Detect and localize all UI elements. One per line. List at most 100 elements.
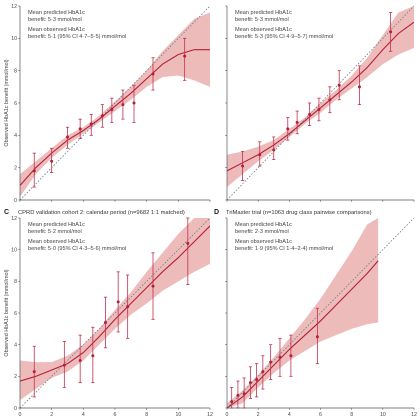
data-point-b-1 (258, 153, 262, 157)
x-tick-label-d-5: 10 (380, 412, 386, 418)
data-point-a-0 (32, 169, 36, 173)
y-tick-label-a-1: 2 (14, 165, 17, 171)
panel-label-d: D (214, 209, 219, 216)
fitted-curve-b (227, 21, 414, 172)
y-axis-label-top: Observed HbA1c benefit (mmol/mol) (4, 59, 10, 146)
y-tick-label-c-5: 10 (11, 247, 17, 253)
confidence-band-c (20, 218, 210, 401)
x-tick-label-c-0: 0 (19, 412, 22, 418)
panel-label-c: C (4, 209, 9, 216)
data-point-b-3 (286, 127, 290, 131)
data-point-b-2 (272, 148, 276, 152)
y-tick-label-c-4: 8 (14, 279, 17, 285)
data-point-d-8 (289, 354, 293, 358)
data-point-c-1 (62, 363, 66, 367)
data-point-c-0 (32, 370, 36, 374)
data-point-b-8 (337, 83, 341, 87)
reference-line-b (226, 5, 415, 201)
x-tick-label-c-6: 12 (207, 412, 213, 418)
y-tick-label-a-6: 12 (11, 4, 17, 10)
data-point-b-4 (295, 120, 299, 124)
confidence-band-a (20, 12, 210, 197)
data-point-c-8 (186, 241, 190, 245)
annotation-c-1: benefit: 5·2 mmol/mol (28, 229, 82, 235)
x-tick-label-d-0: 0 (226, 412, 229, 418)
y-tick-label-a-0: 0 (14, 198, 17, 204)
data-point-b-0 (241, 164, 245, 168)
annotation-d-1: benefit: 2·3 mmol/mol (235, 229, 289, 235)
annotation-a-2: Mean observed HbA1c (28, 27, 85, 33)
data-point-d-7 (278, 355, 282, 359)
data-point-b-7 (328, 98, 332, 102)
y-tick-label-c-1: 2 (14, 374, 17, 380)
data-point-d-2 (242, 392, 246, 396)
x-tick-label-c-1: 2 (50, 412, 53, 418)
data-point-a-1 (50, 159, 54, 163)
y-tick-label-c-0: 0 (14, 406, 17, 412)
annotation-d-3: benefit: 1·9 (95% CI 1·4–2·4) mmol/mol (235, 246, 333, 252)
data-point-a-3 (78, 127, 82, 131)
data-point-a-9 (151, 72, 155, 76)
y-tick-label-a-4: 8 (14, 68, 17, 74)
data-point-b-5 (308, 112, 312, 116)
y-tick-label-c-3: 6 (14, 311, 17, 317)
data-point-d-0 (230, 400, 234, 404)
panel-title-d: TriMaster trial (n=1063 drug class pairw… (226, 210, 372, 216)
x-tick-label-c-2: 4 (82, 412, 85, 418)
data-point-d-1 (236, 393, 240, 397)
confidence-band-d (227, 218, 379, 408)
annotation-c-3: benefit: 5·0 (95% CI 4·3–5·6) mmol/mol (28, 246, 126, 252)
x-tick-label-d-2: 4 (288, 412, 291, 418)
fitted-curve-c (20, 225, 210, 382)
data-point-c-7 (151, 284, 155, 288)
x-tick-label-c-4: 8 (145, 412, 148, 418)
annotation-b-1: benefit: 5·3 mmol/mol (235, 17, 289, 23)
annotation-c-0: Mean predicted HbA1c (28, 222, 85, 228)
annotation-b-0: Mean predicted HbA1c (235, 10, 292, 16)
reference-line-d (226, 217, 415, 409)
panel-title-c: CPRD validation cohort 2: calendar perio… (18, 210, 185, 216)
fitted-curve-d (227, 260, 379, 408)
data-point-a-8 (132, 101, 136, 105)
data-point-a-2 (66, 135, 69, 139)
data-point-b-6 (317, 107, 321, 111)
y-tick-label-a-3: 6 (14, 101, 17, 107)
data-point-c-6 (126, 305, 130, 309)
data-point-d-6 (269, 360, 273, 364)
x-tick-label-c-3: 6 (114, 412, 117, 418)
x-tick-label-c-5: 10 (175, 412, 181, 418)
y-axis-label-bottom: Observed HbA1c benefit (mmol/mol) (4, 269, 10, 356)
x-tick-label-d-1: 2 (257, 412, 260, 418)
annotation-a-3: benefit: 5·1 (95% CI 4·7–5·5) mmol/mol (28, 34, 126, 40)
annotation-d-2: Mean observed HbA1c (235, 239, 292, 245)
data-point-c-4 (104, 321, 107, 324)
annotation-c-2: Mean observed HbA1c (28, 239, 85, 245)
panel-d: D TriMaster trial (n=1063 drug class pai… (214, 209, 417, 418)
data-point-d-9 (315, 335, 319, 339)
data-point-a-10 (183, 54, 187, 58)
data-point-d-4 (255, 378, 259, 381)
data-point-a-5 (100, 114, 104, 118)
data-point-a-7 (121, 103, 125, 107)
y-tick-label-c-2: 4 (14, 342, 17, 348)
annotation-a-0: Mean predicted HbA1c (28, 10, 85, 16)
x-tick-label-d-4: 8 (350, 412, 353, 418)
y-tick-label-a-2: 4 (14, 133, 17, 139)
data-point-b-10 (389, 30, 393, 34)
data-point-a-6 (110, 107, 114, 111)
data-point-c-5 (116, 300, 120, 304)
data-point-c-3 (91, 354, 95, 358)
annotation-a-1: benefit: 5·3 mmol/mol (28, 17, 82, 23)
x-tick-label-d-6: 12 (411, 412, 417, 418)
data-point-d-3 (248, 381, 252, 385)
data-point-a-4 (89, 122, 93, 126)
annotation-d-0: Mean predicted HbA1c (235, 222, 292, 228)
data-point-b-9 (357, 85, 361, 89)
y-tick-label-a-5: 10 (11, 36, 17, 42)
data-point-d-5 (261, 370, 265, 374)
y-tick-label-c-6: 12 (11, 216, 17, 222)
panel-c: C CPRD validation cohort 2: calendar per… (4, 209, 213, 418)
